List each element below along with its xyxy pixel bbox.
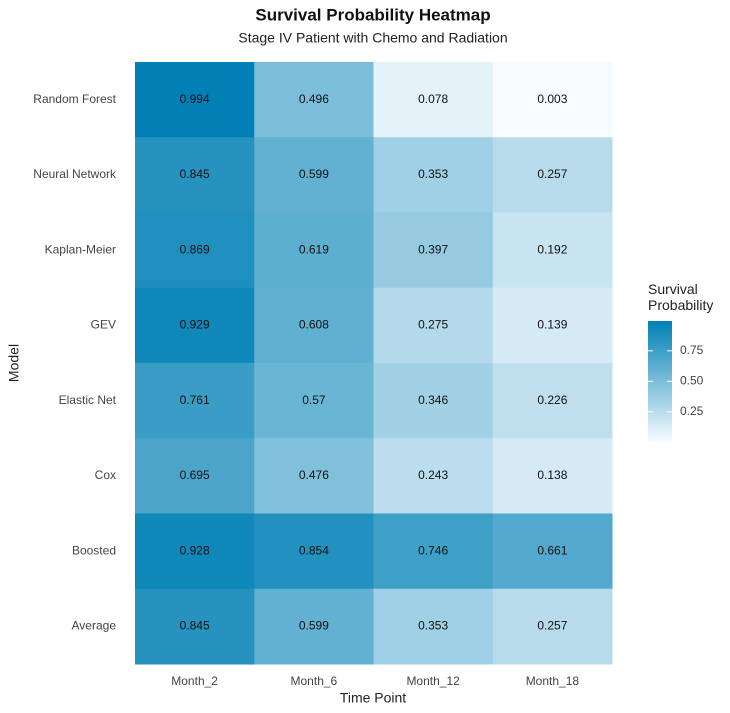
heatmap-cell (492, 363, 613, 439)
cell-label: 0.192 (537, 242, 567, 256)
cell-label: 0.661 (537, 543, 567, 557)
heatmap-cell (373, 513, 494, 590)
x-tick-label: Month_18 (526, 674, 580, 688)
cell-label: 0.226 (537, 393, 567, 407)
heatmap-cell (373, 62, 494, 138)
heatmap-cell (373, 438, 494, 514)
cell-label: 0.078 (418, 92, 448, 106)
cell-label: 0.845 (180, 619, 210, 633)
cell-label: 0.57 (302, 393, 326, 407)
y-tick-label: Random Forest (33, 92, 116, 106)
cell-label: 0.138 (537, 468, 567, 482)
cell-label: 0.275 (418, 318, 448, 332)
heatmap-cell (254, 62, 374, 138)
heatmap-cell (135, 438, 255, 514)
cell-label: 0.695 (180, 468, 210, 482)
heatmap-cell (254, 438, 374, 514)
cell-label: 0.599 (299, 619, 329, 633)
heatmap-cell (135, 137, 255, 213)
y-tick-label: Elastic Net (59, 393, 117, 407)
cell-label: 0.608 (299, 318, 329, 332)
y-tick-label: Boosted (72, 543, 116, 557)
chart-subtitle: Stage IV Patient with Chemo and Radiatio… (238, 30, 507, 46)
cell-label: 0.353 (418, 619, 448, 633)
heatmap-cell (373, 212, 494, 289)
cell-label: 0.746 (418, 543, 448, 557)
chart-title: Survival Probability Heatmap (255, 5, 490, 24)
colorbar-tick-label: 0.50 (680, 373, 704, 387)
cell-label: 0.476 (299, 468, 329, 482)
x-axis-label: Time Point (340, 690, 407, 706)
cell-label: 0.845 (180, 167, 210, 181)
heatmap-cell (254, 363, 374, 439)
colorbar-tick-label: 0.25 (680, 404, 704, 418)
x-tick-label: Month_12 (406, 674, 460, 688)
cell-label: 0.869 (180, 242, 210, 256)
cell-label: 0.599 (299, 167, 329, 181)
cell-label: 0.928 (180, 543, 210, 557)
heatmap-cell (135, 363, 255, 439)
cell-label: 0.929 (180, 318, 210, 332)
cell-label: 0.243 (418, 468, 448, 482)
cell-label: 0.003 (537, 92, 567, 106)
heatmap-cell (254, 513, 374, 590)
cell-label: 0.854 (299, 543, 329, 557)
heatmap-cell (492, 438, 613, 514)
heatmap-cell (373, 588, 494, 665)
heatmap-cell (373, 363, 494, 439)
cell-label: 0.619 (299, 242, 329, 256)
heatmap-cell (492, 513, 613, 590)
heatmap-cell (492, 62, 613, 138)
y-tick-label: Average (72, 619, 117, 633)
heatmap-cell (254, 212, 374, 289)
heatmap-cell (492, 137, 613, 213)
heatmap-cell (492, 287, 613, 364)
heatmap-cell (254, 588, 374, 665)
cell-label: 0.994 (180, 92, 210, 106)
y-axis-label: Model (6, 344, 22, 382)
x-tick-label: Month_2 (171, 674, 218, 688)
heatmap-cell (135, 588, 255, 665)
heatmap-cell (135, 212, 255, 289)
cell-label: 0.257 (537, 167, 567, 181)
cell-label: 0.496 (299, 92, 329, 106)
heatmap-cell (135, 513, 255, 590)
x-tick-label: Month_6 (291, 674, 338, 688)
y-tick-label: GEV (91, 318, 116, 332)
cell-label: 0.761 (180, 393, 210, 407)
heatmap-cell (135, 62, 255, 138)
heatmap-cell (135, 287, 255, 364)
heatmap-cell (373, 137, 494, 213)
heatmap-cell (492, 588, 613, 665)
heatmap-cell (254, 137, 374, 213)
heatmap-cell (492, 212, 613, 289)
cell-label: 0.397 (418, 242, 448, 256)
cell-label: 0.346 (418, 393, 448, 407)
legend-title: Survival Probability (648, 281, 714, 313)
heatmap-cell (373, 287, 494, 364)
heatmap-cell (254, 287, 374, 364)
y-tick-label: Cox (95, 468, 116, 482)
cell-label: 0.257 (537, 619, 567, 633)
colorbar-tick-label: 0.75 (680, 343, 704, 357)
cell-label: 0.353 (418, 167, 448, 181)
cell-label: 0.139 (537, 318, 567, 332)
y-tick-label: Kaplan-Meier (45, 242, 116, 256)
y-tick-label: Neural Network (33, 167, 117, 181)
